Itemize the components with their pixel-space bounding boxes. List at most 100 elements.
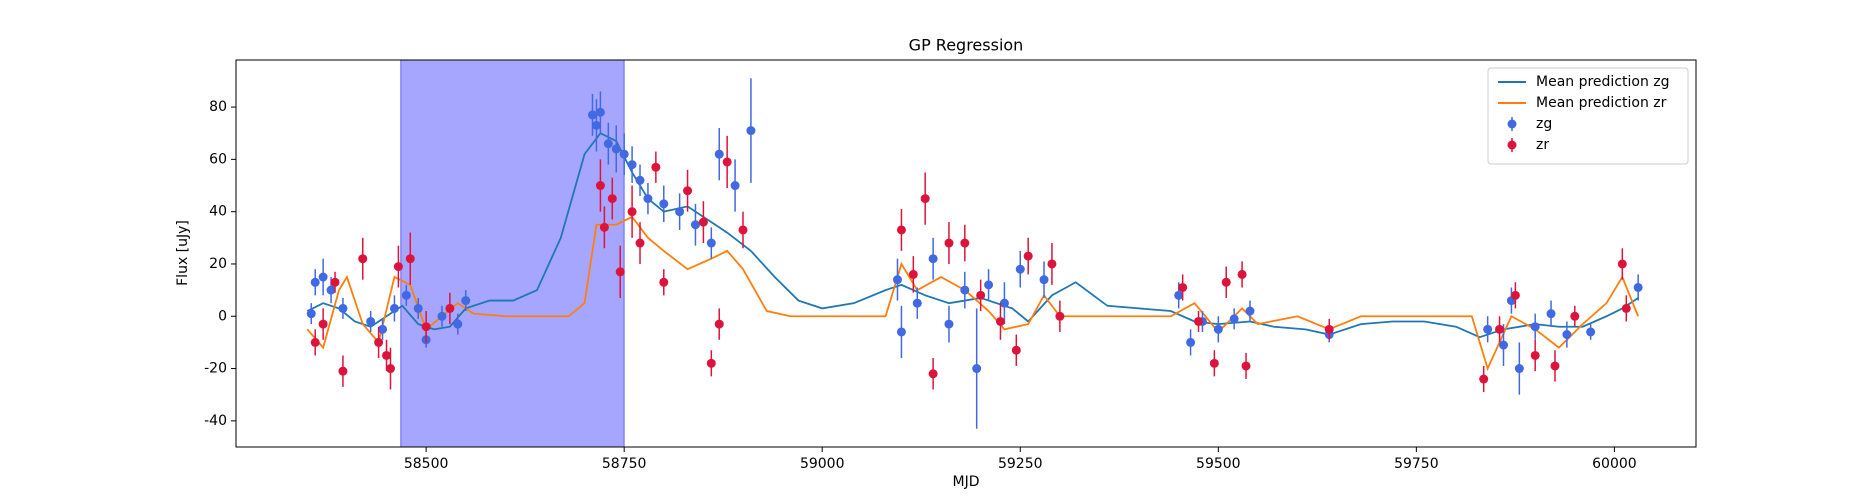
point bbox=[326, 285, 336, 295]
point bbox=[615, 267, 625, 277]
point bbox=[1479, 374, 1489, 384]
point bbox=[1023, 251, 1033, 261]
legend-marker bbox=[1507, 119, 1517, 129]
point bbox=[401, 290, 411, 300]
point bbox=[892, 275, 902, 285]
point bbox=[896, 327, 906, 337]
point bbox=[591, 120, 601, 130]
point bbox=[445, 303, 455, 313]
point bbox=[1562, 330, 1572, 340]
x-tick-label: 59500 bbox=[1196, 456, 1241, 472]
point bbox=[413, 303, 423, 313]
shaded-span bbox=[400, 60, 625, 447]
point bbox=[928, 254, 938, 264]
point bbox=[306, 309, 316, 319]
point bbox=[960, 238, 970, 248]
point bbox=[675, 207, 685, 217]
point bbox=[1241, 361, 1251, 371]
point bbox=[318, 319, 328, 329]
point bbox=[714, 149, 724, 159]
point bbox=[651, 162, 661, 172]
point bbox=[746, 126, 756, 136]
y-axis-label: Flux [uJy] bbox=[175, 220, 191, 286]
mean-line bbox=[306, 132, 1639, 339]
point bbox=[378, 324, 388, 334]
point bbox=[1194, 316, 1204, 326]
legend-label: Mean prediction zr bbox=[1536, 95, 1667, 111]
point bbox=[1245, 306, 1255, 316]
point bbox=[944, 319, 954, 329]
point bbox=[627, 160, 637, 170]
point bbox=[960, 285, 970, 295]
point bbox=[1498, 340, 1508, 350]
point bbox=[358, 254, 368, 264]
point bbox=[920, 194, 930, 204]
point bbox=[453, 319, 463, 329]
y-tick-label: -40 bbox=[204, 413, 227, 429]
point bbox=[1237, 269, 1247, 279]
point bbox=[972, 364, 982, 374]
point bbox=[1586, 327, 1596, 337]
point bbox=[643, 194, 653, 204]
point bbox=[330, 277, 340, 287]
point bbox=[1483, 324, 1493, 334]
point bbox=[912, 298, 922, 308]
legend-label: zg bbox=[1536, 116, 1552, 132]
point bbox=[1178, 282, 1188, 292]
x-tick-label: 59250 bbox=[998, 456, 1043, 472]
point bbox=[635, 238, 645, 248]
point bbox=[310, 277, 320, 287]
point bbox=[1514, 364, 1524, 374]
point bbox=[595, 181, 605, 191]
point bbox=[730, 181, 740, 191]
x-tick-label: 58750 bbox=[602, 456, 647, 472]
point bbox=[389, 303, 399, 313]
point bbox=[1530, 322, 1540, 332]
mean-line bbox=[306, 215, 1640, 372]
point bbox=[310, 337, 320, 347]
plot-area bbox=[306, 60, 1643, 447]
point bbox=[659, 199, 669, 209]
y-tick-label: 40 bbox=[209, 204, 227, 220]
point bbox=[421, 322, 431, 332]
y-tick-label: 80 bbox=[209, 99, 227, 115]
point bbox=[385, 364, 395, 374]
point bbox=[683, 186, 693, 196]
y-tick-label: 0 bbox=[218, 308, 227, 324]
legend-label: Mean prediction zg bbox=[1536, 74, 1670, 90]
point bbox=[461, 296, 471, 306]
point bbox=[619, 149, 629, 159]
point bbox=[944, 238, 954, 248]
point bbox=[976, 290, 986, 300]
point bbox=[1510, 290, 1520, 300]
point bbox=[1621, 303, 1631, 313]
point bbox=[1633, 282, 1643, 292]
point bbox=[338, 366, 348, 376]
point bbox=[599, 222, 609, 232]
point bbox=[382, 350, 392, 360]
point bbox=[338, 303, 348, 313]
point bbox=[635, 175, 645, 185]
point bbox=[1174, 290, 1184, 300]
point bbox=[1015, 264, 1025, 274]
point bbox=[393, 262, 403, 272]
point bbox=[1047, 259, 1057, 269]
point bbox=[1221, 277, 1231, 287]
x-tick-label: 58500 bbox=[404, 456, 449, 472]
point bbox=[1055, 311, 1065, 321]
x-tick-label: 59750 bbox=[1394, 456, 1439, 472]
point bbox=[1570, 311, 1580, 321]
point bbox=[984, 280, 994, 290]
y-tick-label: 20 bbox=[209, 256, 227, 272]
axes-frame bbox=[235, 59, 1697, 448]
point bbox=[374, 337, 384, 347]
point bbox=[1209, 358, 1219, 368]
point bbox=[1550, 361, 1560, 371]
point bbox=[706, 238, 716, 248]
point bbox=[659, 277, 669, 287]
point bbox=[1229, 314, 1239, 324]
point bbox=[366, 316, 376, 326]
point bbox=[603, 139, 613, 149]
point bbox=[706, 358, 716, 368]
